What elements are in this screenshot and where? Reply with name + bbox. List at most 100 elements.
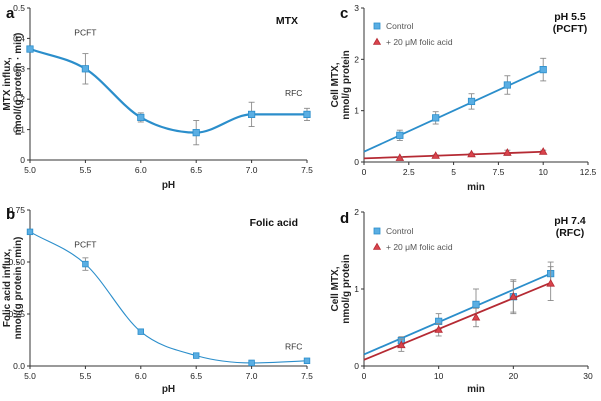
- x-tick-label: 0: [362, 167, 367, 177]
- x-axis-label: min: [467, 182, 485, 193]
- annotation-rfc: RFC: [285, 341, 302, 351]
- x-tick-label: 5: [451, 167, 456, 177]
- x-axis-label: pH: [162, 180, 175, 191]
- y-tick-label: 0.50: [8, 257, 25, 267]
- panel-letter: c: [340, 5, 348, 22]
- y-tick-label: 0: [354, 361, 359, 371]
- y-tick-label: 0.0: [13, 361, 25, 371]
- data-point: [538, 147, 548, 155]
- x-tick-label: 7.5: [301, 165, 313, 175]
- y-tick-label: 0: [354, 157, 359, 167]
- data-point: [303, 357, 311, 364]
- series-control: [363, 261, 555, 356]
- x-tick-label: 6.5: [190, 371, 202, 381]
- annotation-rfc: RFC: [285, 88, 302, 98]
- data-point: [503, 81, 511, 89]
- data-point: [82, 260, 89, 268]
- data-point: [137, 113, 145, 122]
- y-axis-label: Cell MTX,nmol/g protein: [330, 50, 352, 119]
- data-point: [26, 228, 34, 236]
- x-axis-label: min: [467, 384, 485, 395]
- series-curve: [29, 47, 307, 134]
- data-point: [247, 110, 256, 118]
- panel-letter: a: [6, 5, 15, 22]
- y-axis-label: Folic acid influx,nmol/(g protein · min): [2, 237, 24, 340]
- legend-label: Control: [386, 21, 414, 31]
- legend: Control + 20 μM folic acid: [372, 226, 453, 252]
- legend-label: + 20 μM folic acid: [386, 37, 453, 47]
- x-tick-label: 5.5: [79, 371, 91, 381]
- y-tick-label: 2: [354, 207, 359, 217]
- x-tick-label: 10: [538, 167, 548, 177]
- panel-title: MTX: [276, 15, 298, 27]
- y-tick-label: 0.5: [13, 3, 25, 13]
- series-mtx: [26, 45, 311, 146]
- x-tick-label: 20: [509, 371, 519, 381]
- panel-title: Folic acid: [250, 217, 298, 229]
- x-tick-label: 2.5: [403, 167, 415, 177]
- legend-marker-blue: [373, 227, 381, 235]
- y-tick-label: 0.1: [13, 125, 25, 135]
- data-point: [137, 328, 144, 335]
- x-tick-label: 5.0: [24, 371, 36, 381]
- data-point: [395, 153, 405, 161]
- x-tick-label: 5.5: [79, 165, 91, 175]
- y-axis-label: Cell MTX,nmol/g protein: [330, 254, 352, 323]
- data-point: [432, 114, 440, 122]
- series-fit-line: [363, 282, 552, 361]
- data-point: [471, 312, 481, 321]
- panel-title: pH 7.4 (RFC): [554, 215, 586, 239]
- annotation-pcft: PCFT: [74, 27, 96, 37]
- data-point: [396, 131, 404, 139]
- data-point: [509, 292, 518, 300]
- panel-a-mtx-influx: 5.0 5.5 6.0 6.5 7.0 7.5 0 0.1 0.2 0.3 0.4 0.5 pH MTX …: [2, 3, 313, 191]
- panel-c-ph55-pcft: 0 2.5 5 7.5 10 12.5 0 1 2 3 min Cell MTX,nmol/g pro…: [330, 3, 597, 193]
- legend-marker-red: [372, 37, 382, 45]
- data-point: [26, 45, 34, 53]
- y-tick-label: 1: [354, 284, 359, 294]
- panel-b-folic-acid-influx: 5.0 5.5 6.0 6.5 7.0 7.5 0.0 0.25 0.50 0.75 pH Folic…: [2, 205, 313, 395]
- data-point: [539, 66, 547, 74]
- series-fit-line: [363, 150, 544, 160]
- panel-letter: d: [340, 210, 349, 227]
- panel-d-ph74-rfc: 0 10 20 30 0 1 2 min Cell MTX,nmol/g protein d pH …: [330, 207, 593, 395]
- data-point: [546, 278, 555, 287]
- x-tick-label: 7.0: [246, 165, 258, 175]
- x-tick-label: 0: [362, 371, 367, 381]
- data-point: [192, 352, 200, 359]
- series-folic-acid: [26, 228, 311, 367]
- x-tick-label: 30: [583, 371, 593, 381]
- data-point: [81, 65, 89, 73]
- series-20-m-folic-acid: [363, 266, 555, 361]
- panel-title: pH 5.5 (PCFT): [553, 11, 587, 35]
- series-curve: [29, 231, 308, 364]
- legend-label: + 20 μM folic acid: [386, 242, 453, 252]
- data-point: [472, 300, 480, 309]
- x-tick-label: 7.5: [301, 371, 313, 381]
- data-point: [467, 97, 476, 106]
- x-tick-label: 6.0: [135, 371, 147, 381]
- x-tick-label: 7.0: [246, 371, 258, 381]
- y-tick-label: 0: [20, 155, 25, 165]
- x-tick-label: 12.5: [580, 167, 597, 177]
- y-tick-label: 0.3: [13, 64, 25, 74]
- panel-letter: b: [6, 206, 15, 223]
- data-point: [431, 151, 440, 159]
- y-tick-label: 0.75: [8, 205, 25, 215]
- y-tick-label: 0.25: [8, 309, 25, 319]
- y-axis-label: MTX influx,nmol/(g protein · min): [2, 33, 24, 136]
- x-tick-label: 6.0: [135, 165, 147, 175]
- data-point: [397, 340, 406, 349]
- data-point: [467, 149, 476, 158]
- legend-marker-blue: [373, 22, 381, 30]
- data-point: [303, 110, 311, 118]
- x-tick-label: 6.5: [190, 165, 202, 175]
- series-control: [363, 57, 547, 153]
- y-tick-label: 3: [354, 3, 359, 13]
- y-tick-label: 0.4: [13, 33, 25, 43]
- legend-marker-red: [372, 242, 382, 250]
- data-point: [192, 129, 200, 137]
- x-tick-label: 10: [434, 371, 444, 381]
- series-fit-line: [363, 272, 552, 356]
- y-tick-label: 1: [354, 106, 359, 116]
